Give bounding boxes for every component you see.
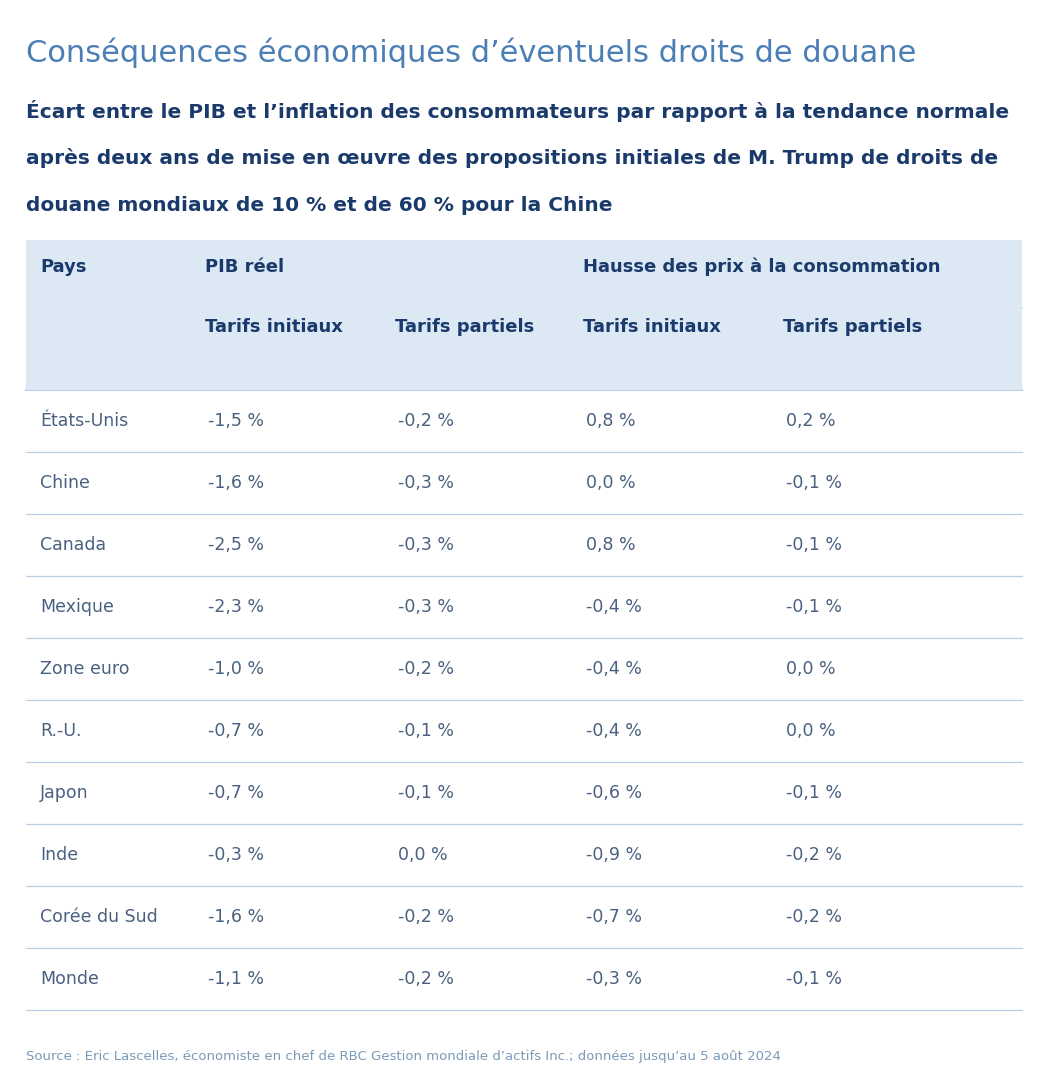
Text: -0,4 %: -0,4 % [586,722,641,741]
Text: Conséquences économiques d’éventuels droits de douane: Conséquences économiques d’éventuels dro… [26,38,916,69]
Text: Pays: Pays [40,258,87,276]
Text: -0,1 %: -0,1 % [398,784,454,802]
Text: -1,0 %: -1,0 % [208,660,264,678]
Text: -0,1 %: -0,1 % [786,536,842,554]
Text: -1,6 %: -1,6 % [208,908,264,926]
Text: Tarifs partiels: Tarifs partiels [783,318,922,337]
Text: -0,3 %: -0,3 % [208,846,264,864]
Text: Chine: Chine [40,474,90,492]
Text: -0,7 %: -0,7 % [586,908,642,926]
Text: -0,2 %: -0,2 % [398,660,454,678]
Text: -0,3 %: -0,3 % [398,474,454,492]
Text: -0,1 %: -0,1 % [786,598,842,616]
Text: Hausse des prix à la consommation: Hausse des prix à la consommation [583,258,940,277]
Text: 0,8 %: 0,8 % [586,536,636,554]
Text: PIB réel: PIB réel [205,258,284,276]
Text: -0,3 %: -0,3 % [398,598,454,616]
Text: -0,2 %: -0,2 % [398,970,454,988]
Text: Monde: Monde [40,970,99,988]
Text: -0,1 %: -0,1 % [786,474,842,492]
Text: Écart entre le PIB et l’inflation des consommateurs par rapport à la tendance no: Écart entre le PIB et l’inflation des co… [26,100,1009,122]
Text: 0,2 %: 0,2 % [786,412,835,430]
Text: Inde: Inde [40,846,79,864]
Text: -0,9 %: -0,9 % [586,846,642,864]
Text: Zone euro: Zone euro [40,660,130,678]
Text: -0,1 %: -0,1 % [398,722,454,741]
Text: -0,2 %: -0,2 % [786,846,842,864]
Text: R.-U.: R.-U. [40,722,82,741]
Text: -0,2 %: -0,2 % [786,908,842,926]
Text: -1,1 %: -1,1 % [208,970,264,988]
Text: -1,5 %: -1,5 % [208,412,264,430]
Text: douane mondiaux de 10 % et de 60 % pour la Chine: douane mondiaux de 10 % et de 60 % pour … [26,196,612,215]
Text: -0,1 %: -0,1 % [786,970,842,988]
Text: -1,6 %: -1,6 % [208,474,264,492]
Text: -0,3 %: -0,3 % [398,536,454,554]
Text: 0,0 %: 0,0 % [586,474,636,492]
Text: Japon: Japon [40,784,89,802]
Text: Tarifs initiaux: Tarifs initiaux [583,318,721,337]
Text: 0,0 %: 0,0 % [786,722,835,741]
Text: 0,0 %: 0,0 % [398,846,447,864]
Text: après deux ans de mise en œuvre des propositions initiales de M. Trump de droits: après deux ans de mise en œuvre des prop… [26,148,998,168]
Text: -0,2 %: -0,2 % [398,412,454,430]
Text: Mexique: Mexique [40,598,114,616]
Text: -0,1 %: -0,1 % [786,784,842,802]
Text: -0,4 %: -0,4 % [586,660,641,678]
Text: Source : Eric Lascelles, économiste en chef de RBC Gestion mondiale d’actifs Inc: Source : Eric Lascelles, économiste en c… [26,1050,781,1063]
Text: Tarifs partiels: Tarifs partiels [395,318,534,337]
Text: États-Unis: États-Unis [40,412,128,430]
Text: -0,4 %: -0,4 % [586,598,641,616]
Text: 0,0 %: 0,0 % [786,660,835,678]
Text: Corée du Sud: Corée du Sud [40,908,158,926]
Text: -0,7 %: -0,7 % [208,784,264,802]
Text: -2,3 %: -2,3 % [208,598,264,616]
Text: -0,3 %: -0,3 % [586,970,642,988]
Text: -2,5 %: -2,5 % [208,536,264,554]
Text: -0,7 %: -0,7 % [208,722,264,741]
Text: -0,6 %: -0,6 % [586,784,642,802]
Text: 0,8 %: 0,8 % [586,412,636,430]
Text: -0,2 %: -0,2 % [398,908,454,926]
Text: Tarifs initiaux: Tarifs initiaux [205,318,343,337]
Text: Canada: Canada [40,536,106,554]
